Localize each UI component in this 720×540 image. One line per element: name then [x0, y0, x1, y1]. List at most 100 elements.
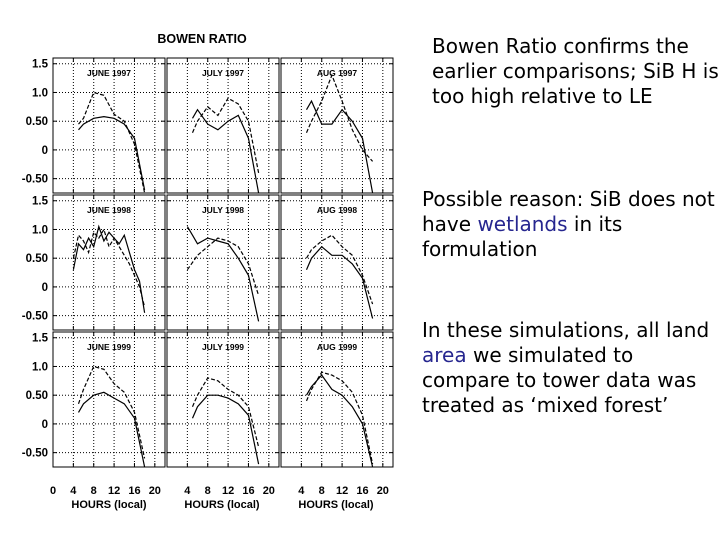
panel-july-1997: JULY 1997 — [166, 57, 280, 194]
panel-frame — [280, 57, 394, 194]
y-tick-label: 0 — [42, 419, 48, 431]
panel-ticks — [280, 332, 393, 467]
panel-ticks — [166, 195, 279, 330]
x-tick-label: 20 — [377, 485, 389, 497]
y-tick-label: 0 — [42, 145, 48, 157]
panel-grid-dots — [280, 332, 393, 467]
panel-frame — [166, 331, 280, 468]
series-dashed-line — [305, 73, 374, 162]
panel-label: JUNE 1999 — [87, 342, 131, 352]
panel-grid-dots — [166, 195, 279, 330]
panel-ticks — [52, 195, 165, 330]
x-tick-label: 0 — [50, 485, 56, 497]
series-solid-line — [186, 226, 260, 322]
bullet-2-highlight: wetlands — [477, 212, 568, 236]
bullet-1-text: Bowen Ratio confirms the earlier compari… — [432, 34, 719, 108]
x-tick-label: 20 — [149, 485, 161, 497]
y-tick-label: 0.50 — [26, 253, 48, 265]
panel-label: AUG 1998 — [317, 205, 357, 215]
bullet-3: In these simulations, all land area we s… — [422, 318, 720, 418]
y-tick-label: 1.0 — [32, 87, 48, 99]
panel-june-1999: JUNE 1999 — [52, 331, 166, 468]
series-dashed-line — [78, 91, 146, 194]
y-tick-label: -0.50 — [22, 311, 48, 323]
series-dashed-line — [77, 365, 146, 459]
panel-frame — [280, 194, 394, 331]
series-dashed-line — [191, 97, 260, 174]
panel-grid-dots — [280, 195, 393, 330]
y-tick-label: -0.50 — [22, 174, 48, 186]
y-tick-label: 1.5 — [32, 196, 49, 208]
x-tick-label: 16 — [242, 485, 254, 497]
bullet-3-prefix: In these simulations, all land — [422, 318, 710, 342]
bullet-2: Possible reason: SiB does not have wetla… — [422, 187, 720, 262]
series-dashed-line — [305, 234, 374, 305]
panel-frame — [52, 194, 166, 331]
y-tick-label: 1.0 — [32, 361, 48, 373]
panel-july-1998: JULY 1998 — [166, 194, 280, 331]
y-tick-label: 0.50 — [26, 390, 48, 402]
panel-aug-1999: AUG 1999 — [280, 331, 394, 468]
series-solid-line — [191, 108, 260, 194]
panel-july-1999: JULY 1999 — [166, 331, 280, 468]
panel-ticks — [166, 58, 279, 193]
series-dashed-line — [191, 377, 260, 448]
y-tick-label: -0.50 — [22, 448, 48, 460]
x-axis-label-col-2: HOURS (local) — [184, 499, 260, 511]
panel-june-1998: JUNE 1998 — [52, 194, 166, 331]
panel-label: JULY 1999 — [202, 342, 244, 352]
series-solid-line — [191, 394, 260, 465]
panel-label: JUNE 1997 — [87, 68, 131, 78]
panel-grid-dots — [52, 195, 165, 330]
series-solid-line — [305, 99, 374, 194]
series-solid-line — [305, 374, 374, 468]
panel-label: JULY 1997 — [202, 68, 244, 78]
bullet-3-highlight: area — [422, 343, 467, 367]
panel-ticks — [280, 195, 393, 330]
x-tick-label: 16 — [356, 485, 368, 497]
x-axis-label-col-1: HOURS (local) — [71, 499, 147, 511]
x-tick-label: 8 — [319, 485, 325, 497]
x-tick-label: 4 — [298, 485, 305, 497]
x-axis-tick-labels: 0 4 8 12 16 20 4 8 12 16 20 4 8 12 16 20 — [50, 485, 389, 497]
panel-grid-dots — [166, 58, 279, 193]
series-solid-line — [77, 391, 146, 468]
x-tick-label: 20 — [263, 485, 275, 497]
series-dashed-line — [186, 237, 260, 296]
panel-label: JUNE 1998 — [87, 205, 131, 215]
panel-label: AUG 1999 — [317, 342, 357, 352]
x-tick-label: 8 — [91, 485, 97, 497]
panel-june-1997: JUNE 1997 — [52, 57, 166, 194]
y-tick-label: 1.0 — [32, 224, 48, 236]
panel-grid: JUNE 1997 JULY 1997 AUG 1997 JUNE 1998 JULY … — [52, 57, 394, 468]
x-tick-label: 4 — [70, 485, 77, 497]
series-solid-line — [72, 224, 146, 313]
panel-grid-dots — [52, 332, 165, 467]
panel-grid-dots — [52, 58, 165, 193]
panel-aug-1998: AUG 1998 — [280, 194, 394, 331]
x-tick-label: 4 — [184, 485, 191, 497]
x-tick-label: 12 — [108, 485, 120, 497]
panel-ticks — [52, 58, 165, 193]
x-axis-label-col-3: HOURS (local) — [298, 499, 374, 511]
chart-title: BOWEN RATIO — [157, 32, 247, 46]
x-tick-label: 8 — [205, 485, 211, 497]
x-tick-label: 16 — [128, 485, 140, 497]
panel-label: AUG 1997 — [317, 68, 357, 78]
panel-ticks — [52, 332, 165, 467]
x-tick-label: 12 — [222, 485, 234, 497]
bullet-2-suffix: in its formulation — [422, 212, 623, 261]
series-solid-line — [305, 245, 374, 319]
y-axis-tick-labels: 1.5 1.0 0.50 0 -0.50 1.5 1.0 0.50 0 -0.50 1.5 1.0 0.… — [22, 59, 49, 460]
series-dashed-line — [305, 371, 374, 465]
series-solid-line — [78, 115, 146, 191]
panel-aug-1997: AUG 1997 — [280, 57, 394, 194]
bullet-2-prefix: Possible reason: SiB does not have — [422, 187, 715, 236]
y-tick-label: 0.50 — [26, 116, 48, 128]
panel-label: JULY 1998 — [202, 205, 244, 215]
panel-frame — [166, 194, 280, 331]
bullet-1: Bowen Ratio confirms the earlier compari… — [432, 34, 720, 109]
panel-frame — [280, 331, 394, 468]
x-tick-label: 12 — [336, 485, 348, 497]
y-tick-label: 1.5 — [32, 59, 49, 71]
